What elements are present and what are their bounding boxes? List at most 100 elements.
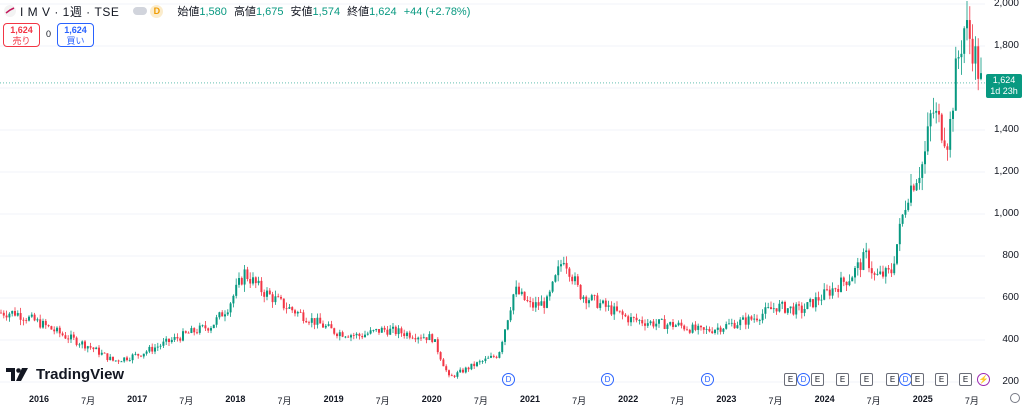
candle-body	[70, 334, 72, 340]
sell-label: 売り	[12, 36, 31, 46]
sell-button[interactable]: 1,624 売り	[3, 23, 40, 47]
candle-body	[33, 314, 36, 321]
symbol-title[interactable]: I M V · 1週 · TSE	[20, 4, 120, 19]
candle-body	[310, 318, 313, 323]
candle-body	[775, 308, 778, 312]
candle-body	[845, 281, 848, 286]
time-tick-label: 7月	[81, 396, 96, 406]
candle-body	[834, 288, 837, 290]
candle-body	[781, 301, 784, 304]
candle-body	[400, 328, 403, 334]
earnings-event-marker[interactable]: E	[911, 373, 924, 386]
candle-body	[943, 140, 946, 147]
candle-body	[680, 322, 683, 326]
candle-body	[19, 313, 22, 320]
candle-body	[25, 320, 28, 321]
time-tick-label: 2016	[28, 394, 50, 404]
candle-body	[274, 296, 277, 303]
candle-body	[330, 324, 333, 329]
candle-body	[380, 327, 383, 333]
earnings-event-marker[interactable]: E	[886, 373, 899, 386]
high-label: 高値	[233, 6, 256, 18]
candle-body	[361, 336, 364, 338]
candle-body	[369, 330, 372, 334]
candle-body	[484, 358, 487, 362]
buy-button[interactable]: 1,624 買い	[57, 23, 94, 47]
candle-body	[666, 324, 669, 329]
candle-body	[694, 324, 697, 330]
tradingview-logo[interactable]: TradingView	[6, 366, 124, 383]
dividend-event-marker[interactable]: D	[701, 373, 714, 386]
candle-body	[137, 353, 140, 356]
dividend-event-marker[interactable]: D	[797, 373, 810, 386]
candle-body	[277, 296, 280, 298]
candle-body	[966, 20, 968, 29]
candle-body	[372, 330, 375, 331]
candle-body	[854, 268, 856, 278]
split-event-marker[interactable]: ⚡	[977, 373, 990, 386]
candle-body	[240, 278, 243, 285]
candle-body	[341, 332, 344, 337]
earnings-event-marker[interactable]: E	[811, 373, 824, 386]
close-label: 終値	[347, 6, 370, 18]
candle-body	[2, 312, 5, 316]
candle-body	[414, 338, 417, 340]
candle-body	[926, 126, 929, 152]
candle-body	[700, 325, 702, 328]
candle-body	[439, 352, 442, 360]
candle-body	[140, 355, 142, 357]
candle-body	[579, 284, 582, 299]
candle-body	[646, 323, 649, 326]
candle-body	[870, 268, 873, 274]
candle-body	[459, 369, 462, 373]
dividend-badge[interactable]: D	[150, 4, 164, 18]
candle-body	[929, 113, 932, 127]
price-tick-label: 600	[1002, 292, 1019, 303]
candle-body	[602, 300, 604, 304]
candle-body	[576, 276, 579, 285]
earnings-event-marker[interactable]: E	[959, 373, 972, 386]
time-tick-label: 2023	[716, 394, 737, 404]
candle-body	[837, 288, 840, 292]
candle-body	[109, 356, 112, 361]
candle-body	[210, 328, 212, 331]
candle-body	[44, 320, 47, 326]
candle-body	[529, 301, 532, 303]
earnings-event-marker[interactable]: E	[935, 373, 948, 386]
candle-body	[47, 325, 50, 327]
candle-body	[378, 329, 380, 333]
dividend-event-marker[interactable]: D	[502, 373, 515, 386]
candle-body	[168, 338, 170, 343]
earnings-event-marker[interactable]: E	[784, 373, 797, 386]
sell-price: 1,624	[10, 25, 33, 35]
candle-body	[540, 301, 543, 306]
earnings-event-marker[interactable]: E	[836, 373, 849, 386]
candle-body	[806, 302, 809, 310]
candle-body	[901, 214, 904, 224]
candle-body	[719, 327, 722, 332]
candle-body	[481, 361, 484, 362]
visibility-toggle-icon[interactable]	[133, 7, 148, 15]
candle-body	[960, 53, 963, 58]
candle-body	[733, 322, 736, 329]
candle-body	[728, 323, 730, 325]
candle-body	[246, 269, 249, 280]
candle-body	[260, 280, 263, 293]
candle-body	[571, 276, 574, 282]
dividend-event-marker[interactable]: D	[601, 373, 614, 386]
candle-body	[324, 325, 327, 328]
earnings-event-marker[interactable]: E	[860, 373, 873, 386]
high-value: 1,675	[255, 6, 284, 18]
candle-body	[187, 332, 190, 334]
last-price-tag: 1,624 1d 23h	[986, 74, 1022, 98]
candle-body	[190, 328, 193, 334]
candle-body	[336, 333, 338, 337]
candle-body	[224, 314, 226, 317]
candle-body	[442, 359, 445, 367]
axis-settings-icon[interactable]	[1010, 393, 1020, 403]
candle-body	[61, 333, 64, 336]
candle-body	[812, 299, 814, 308]
candle-body	[42, 320, 44, 328]
low-label: 安値	[290, 6, 313, 18]
